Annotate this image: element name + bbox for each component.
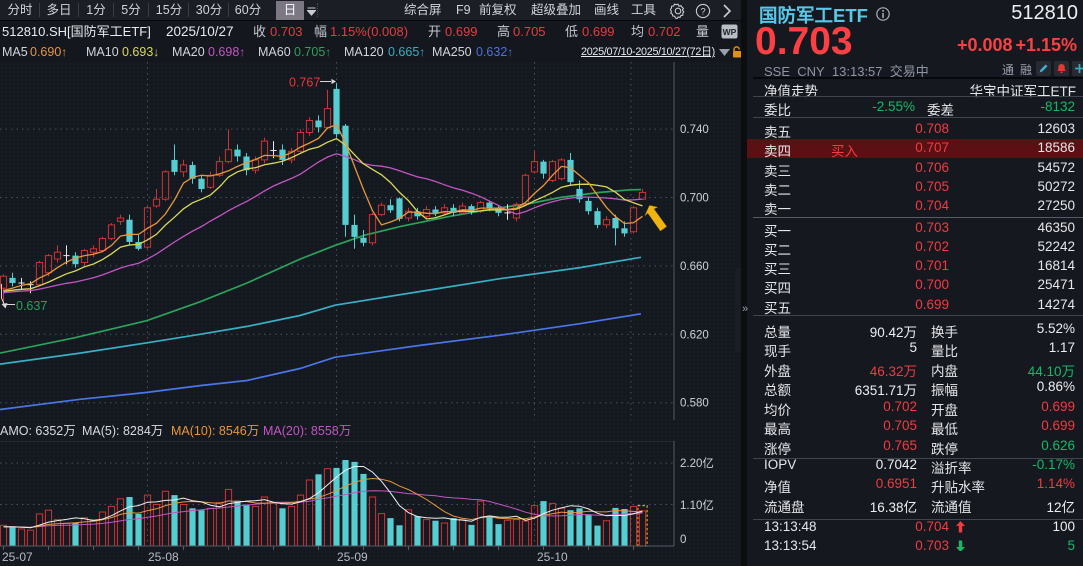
svg-text:25-07: 25-07 xyxy=(2,550,33,564)
svg-text:0: 0 xyxy=(680,534,686,546)
svg-text:2.20亿: 2.20亿 xyxy=(680,457,714,470)
svg-text:?: ? xyxy=(700,6,705,17)
svg-text:0.637: 0.637 xyxy=(16,299,47,313)
svg-text:0.700: 0.700 xyxy=(680,193,709,205)
svg-text:WP: WP xyxy=(723,27,737,37)
svg-text:0.620: 0.620 xyxy=(680,329,709,341)
svg-text:0.660: 0.660 xyxy=(680,261,709,273)
svg-text:25-09: 25-09 xyxy=(337,550,368,564)
svg-text:25-08: 25-08 xyxy=(148,550,179,564)
svg-text:1.10亿: 1.10亿 xyxy=(680,499,714,512)
svg-text:25-10: 25-10 xyxy=(537,550,568,564)
svg-text:0.740: 0.740 xyxy=(680,124,709,136)
svg-text:0.767: 0.767 xyxy=(289,76,320,90)
svg-text:0.580: 0.580 xyxy=(680,398,709,410)
